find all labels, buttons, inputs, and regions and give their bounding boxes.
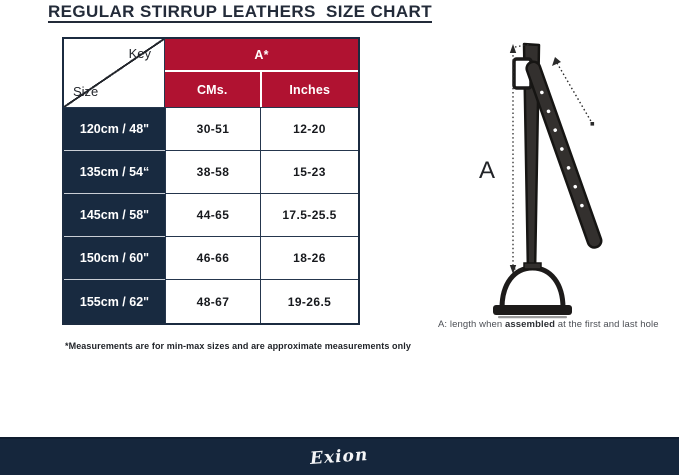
stirrup-iron (493, 262, 572, 319)
table-row: 135cm / 54“ 38-58 15-23 (64, 151, 358, 194)
key-label: Key (128, 46, 151, 61)
caption-suffix: at the first and last hole (555, 319, 659, 330)
cms-value-cell: 48-67 (165, 280, 260, 323)
cms-value-cell: 44-65 (165, 194, 260, 237)
diagonal-measure-arrow (552, 57, 595, 126)
column-header-cms: CMs. (165, 72, 260, 107)
cms-value-cell: 30-51 (165, 108, 260, 151)
inches-value-cell: 17.5-25.5 (260, 194, 358, 237)
footer-bar: Exion (0, 437, 679, 475)
table-header: Key Size A* CMs. Inches (64, 39, 358, 108)
page-title: REGULAR STIRRUP LEATHERS SIZE CHART (47, 2, 432, 21)
stirrup-leather-illustration: A (479, 42, 603, 319)
size-cell: 150cm / 60" (64, 237, 165, 280)
size-label: Size (73, 84, 99, 99)
size-cell: 155cm / 62" (64, 280, 165, 323)
inches-value-cell: 15-23 (260, 151, 358, 194)
footnote: *Measurements are for min-max sizes and … (65, 341, 411, 351)
table-row: 155cm / 62" 48-67 19-26.5 (64, 280, 358, 323)
diagram-caption: A: length when assembled at the first an… (438, 319, 678, 330)
table-row: 120cm / 48" 30-51 12-20 (64, 108, 358, 151)
measure-header-group: A* CMs. Inches (165, 39, 358, 107)
column-header-inches: Inches (261, 72, 358, 107)
size-cell: 145cm / 58" (64, 194, 165, 237)
table-row: 145cm / 58" 44-65 17.5-25.5 (64, 194, 358, 237)
inches-value-cell: 12-20 (260, 108, 358, 151)
size-cell: 135cm / 54“ (64, 151, 165, 194)
size-cell: 120cm / 48" (64, 108, 165, 151)
column-group-header-a: A* (165, 39, 358, 70)
corner-cell: Key Size (64, 39, 165, 107)
measurement-label-a: A (479, 157, 495, 184)
size-chart-table: Key Size A* CMs. Inches 120cm / 48" 30-5… (62, 37, 360, 325)
cms-value-cell: 46-66 (165, 237, 260, 280)
punched-strap (525, 60, 603, 249)
table-row: 150cm / 60" 46-66 18-26 (64, 237, 358, 280)
caption-bold-word: assembled (505, 319, 556, 330)
brand-logo: Exion (309, 444, 370, 470)
cms-value-cell: 38-58 (165, 151, 260, 194)
caption-prefix: A: length when (438, 319, 505, 330)
inches-value-cell: 18-26 (260, 237, 358, 280)
inches-value-cell: 19-26.5 (260, 280, 358, 323)
